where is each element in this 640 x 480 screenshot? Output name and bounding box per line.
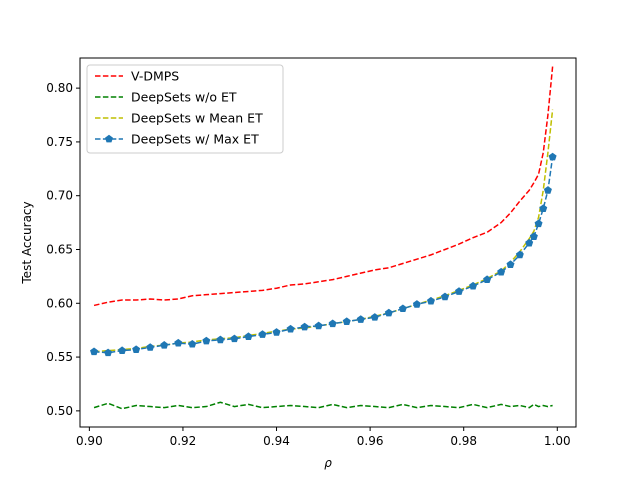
y-tick-label: 0.65 [46, 242, 73, 256]
series-line [93, 156, 554, 354]
data-point [314, 321, 323, 330]
y-axis: 0.50 0.55 0.60 0.65 0.70 0.75 0.80 [46, 81, 80, 418]
data-point [230, 334, 239, 343]
data-point [529, 232, 538, 240]
data-point [506, 260, 515, 268]
data-point [146, 343, 155, 351]
x-axis: 0.90 0.92 0.94 0.96 0.98 1.00 [76, 427, 571, 448]
series-layer [90, 66, 557, 410]
y-tick-label: 0.80 [46, 81, 73, 95]
y-tick-label: 0.70 [46, 189, 73, 203]
data-point [497, 267, 506, 276]
data-point [412, 300, 421, 308]
x-tick-label: 0.92 [170, 434, 197, 448]
data-point [132, 345, 141, 353]
data-point [515, 250, 524, 259]
data-point [286, 324, 295, 333]
data-point [525, 238, 534, 247]
data-point [328, 319, 337, 328]
data-point [342, 317, 351, 325]
data-point [104, 348, 113, 357]
data-point [539, 204, 548, 213]
data-point [534, 219, 543, 228]
data-point [384, 308, 393, 317]
series-v-dmps [93, 66, 554, 307]
data-point [398, 304, 407, 313]
data-point [244, 332, 253, 341]
y-tick-label: 0.50 [46, 404, 73, 418]
series-line [93, 66, 554, 307]
y-axis-label: Test Accuracy [20, 201, 34, 284]
x-tick-label: 0.96 [357, 434, 384, 448]
y-tick-label: 0.60 [46, 296, 73, 310]
legend-label: DeepSets w Mean ET [131, 111, 263, 126]
data-point [543, 186, 552, 194]
data-point [455, 287, 464, 295]
legend: V-DMPS DeepSets w/o ET DeepSets w Mean ET D… [86, 64, 284, 154]
data-point [272, 328, 281, 336]
legend-marker [105, 134, 113, 143]
legend-entry: DeepSets w/o ET [95, 90, 237, 105]
legend-label: DeepSets w/ Max ET [131, 132, 259, 147]
data-point [548, 152, 557, 161]
data-point [469, 281, 478, 290]
x-tick-label: 1.00 [544, 434, 571, 448]
data-point [426, 296, 435, 305]
y-tick-label: 0.55 [46, 350, 73, 364]
data-point [160, 341, 169, 349]
data-point [118, 346, 127, 355]
data-point [174, 338, 183, 347]
data-point [440, 292, 449, 301]
data-point [356, 315, 365, 323]
legend-label: DeepSets w/o ET [131, 90, 237, 105]
data-point [370, 313, 379, 321]
data-point [258, 330, 267, 338]
x-axis-label: ρ [324, 456, 332, 470]
legend-label: V-DMPS [131, 69, 179, 84]
x-tick-label: 0.90 [76, 434, 103, 448]
series-line [93, 401, 553, 410]
data-point [202, 336, 211, 345]
legend-items: V-DMPS DeepSets w/o ET DeepSets w Mean ET D… [95, 69, 263, 147]
x-tick-label: 0.98 [450, 434, 477, 448]
plot-area [90, 66, 557, 410]
data-point [300, 322, 309, 331]
series-deepsets-w-max-et [90, 152, 557, 357]
x-tick-label: 0.94 [263, 434, 290, 448]
data-point [483, 275, 492, 284]
legend-entry: DeepSets w Mean ET [95, 111, 263, 126]
series-deepsets-w-o-et [93, 401, 553, 410]
data-point [216, 335, 225, 344]
data-point [90, 347, 99, 356]
legend-entry: V-DMPS [95, 69, 179, 84]
legend-entry: DeepSets w/ Max ET [95, 132, 259, 147]
data-point [188, 339, 197, 348]
axes-frame [79, 57, 577, 428]
legend-box [86, 64, 284, 154]
y-tick-label: 0.75 [46, 135, 73, 149]
